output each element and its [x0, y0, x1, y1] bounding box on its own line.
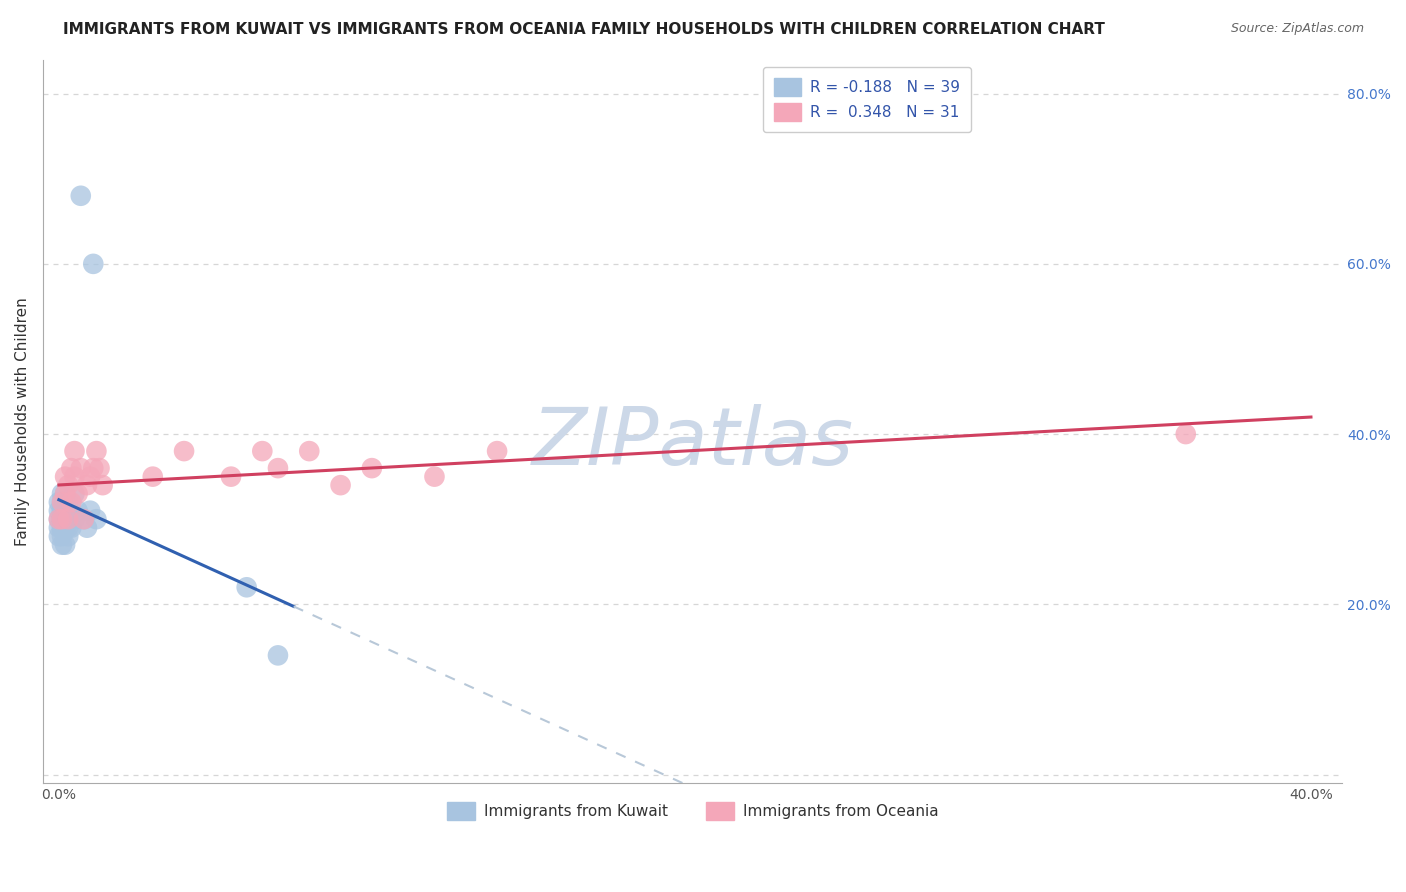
Point [53, 538, 76, 552]
Point [91, 478, 114, 492]
Point [63, 469, 86, 483]
Point [51, 504, 73, 518]
Y-axis label: Family Households with Children: Family Households with Children [15, 297, 30, 546]
Point [58, 512, 80, 526]
Point [86, 512, 108, 526]
Point [60, 461, 83, 475]
Text: ZIPatlas: ZIPatlas [531, 404, 853, 482]
Point [51, 521, 73, 535]
Point [51, 538, 73, 552]
Point [66, 504, 89, 518]
Point [86, 444, 108, 458]
Point [79, 469, 101, 483]
Point [235, 580, 257, 594]
Point [48, 495, 70, 509]
Point [48, 529, 70, 543]
Point [82, 461, 104, 475]
Point [58, 521, 80, 535]
Point [66, 486, 89, 500]
Point [142, 469, 165, 483]
Point [79, 504, 101, 518]
Point [48, 512, 70, 526]
Point [219, 469, 242, 483]
Point [58, 529, 80, 543]
Point [1174, 427, 1197, 442]
Point [486, 444, 509, 458]
Point [329, 478, 352, 492]
Point [48, 512, 70, 526]
Point [48, 521, 70, 535]
Point [76, 478, 98, 492]
Text: IMMIGRANTS FROM KUWAIT VS IMMIGRANTS FROM OCEANIA FAMILY HOUSEHOLDS WITH CHILDRE: IMMIGRANTS FROM KUWAIT VS IMMIGRANTS FRO… [63, 22, 1105, 37]
Point [51, 512, 73, 526]
Point [89, 461, 111, 475]
Point [53, 512, 76, 526]
Point [51, 512, 73, 526]
Point [423, 469, 446, 483]
Point [63, 486, 86, 500]
Point [53, 469, 76, 483]
Point [51, 529, 73, 543]
Point [51, 512, 73, 526]
Point [173, 444, 195, 458]
Point [63, 444, 86, 458]
Point [63, 512, 86, 526]
Point [73, 512, 96, 526]
Point [73, 512, 96, 526]
Point [58, 478, 80, 492]
Point [53, 504, 76, 518]
Point [48, 504, 70, 518]
Point [60, 495, 83, 509]
Point [69, 188, 91, 202]
Point [53, 486, 76, 500]
Point [51, 495, 73, 509]
Point [53, 504, 76, 518]
Point [51, 521, 73, 535]
Point [60, 521, 83, 535]
Point [76, 521, 98, 535]
Point [360, 461, 382, 475]
Point [82, 257, 104, 271]
Point [58, 495, 80, 509]
Point [69, 461, 91, 475]
Point [51, 486, 73, 500]
Point [60, 504, 83, 518]
Point [58, 512, 80, 526]
Point [267, 648, 290, 663]
Point [53, 521, 76, 535]
Point [298, 444, 321, 458]
Point [267, 461, 290, 475]
Point [51, 512, 73, 526]
Point [51, 504, 73, 518]
Point [53, 486, 76, 500]
Text: Source: ZipAtlas.com: Source: ZipAtlas.com [1230, 22, 1364, 36]
Point [252, 444, 274, 458]
Point [51, 495, 73, 509]
Legend: Immigrants from Kuwait, Immigrants from Oceania: Immigrants from Kuwait, Immigrants from … [441, 797, 945, 826]
